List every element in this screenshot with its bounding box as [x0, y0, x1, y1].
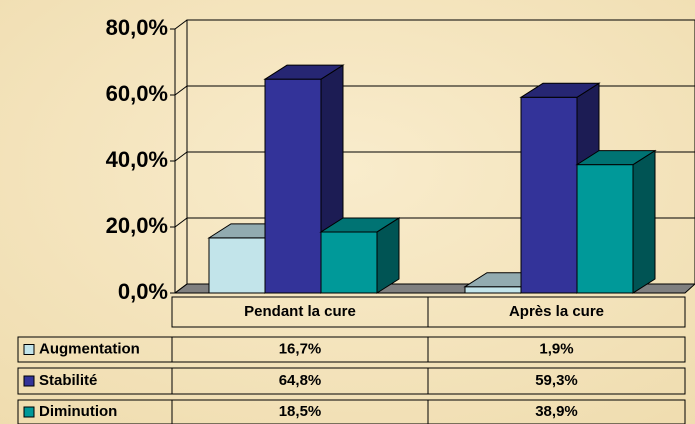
- table-row: [17, 336, 686, 363]
- bar: [520, 96, 578, 294]
- data-label: 1,9%: [539, 340, 573, 357]
- data-label: 64,8%: [279, 372, 322, 389]
- legend-label: Stabilité: [39, 372, 97, 389]
- legend-label: Diminution: [39, 403, 117, 420]
- grid-line: [174, 85, 188, 96]
- legend-key: [23, 406, 35, 418]
- table-row: [17, 367, 686, 395]
- table-row: [17, 399, 686, 424]
- bar-top: [519, 82, 601, 98]
- data-label: 16,7%: [279, 340, 322, 357]
- y-tick-label: 20,0%: [106, 213, 168, 238]
- grid-line: [174, 217, 188, 228]
- y-tick-label: 80,0%: [106, 15, 168, 40]
- y-tick-label: 40,0%: [106, 147, 168, 172]
- data-label: 59,3%: [535, 372, 578, 389]
- x-tick-label: Pendant la cure: [244, 303, 356, 320]
- bar-top: [319, 217, 401, 233]
- bar-side: [632, 149, 656, 294]
- bar: [464, 286, 522, 294]
- bar-top: [575, 150, 657, 166]
- legend-key: [23, 375, 35, 387]
- y-tick-label: 60,0%: [106, 81, 168, 106]
- bar: [264, 78, 322, 294]
- grid-line: [174, 19, 188, 30]
- data-label: 38,9%: [535, 403, 578, 420]
- bar: [320, 231, 378, 294]
- data-label: 18,5%: [279, 403, 322, 420]
- legend-label: Augmentation: [39, 340, 140, 357]
- bar: [576, 164, 634, 294]
- grid-line: [174, 283, 188, 294]
- bar-top: [263, 64, 345, 80]
- x-tick-label: Après la cure: [509, 303, 604, 320]
- y-tick-label: 0,0%: [118, 279, 168, 304]
- legend-key: [23, 344, 35, 355]
- grid-line: [174, 151, 188, 162]
- bar: [208, 237, 266, 294]
